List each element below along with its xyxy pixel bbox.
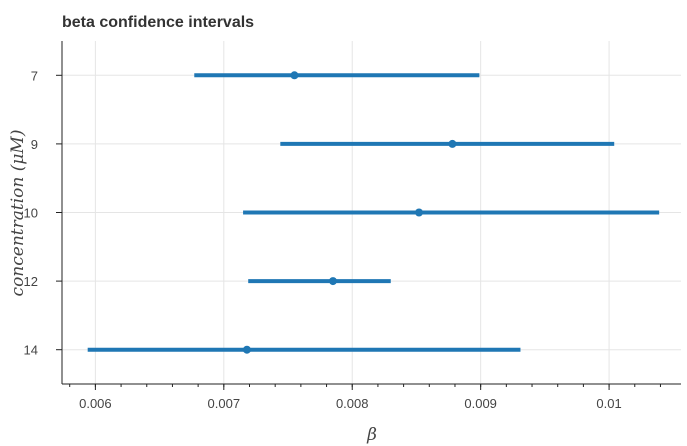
point-estimate [242,345,251,354]
x-tick-label: 0.007 [208,396,241,411]
y-tick-label: 10 [24,206,38,221]
axes: 0.006 0.007 0.008 0.009 0.01 7 9 10 12 14 [24,41,681,411]
y-tick-label: 12 [24,274,38,289]
x-tick-label: 0.01 [596,396,621,411]
x-tick-label: 0.006 [79,396,112,411]
y-tick-label: 14 [24,343,38,358]
interval-series [87,71,660,354]
y-tick-label: 9 [31,137,38,152]
point-estimate [328,277,337,286]
y-axis-label: concentration (μM) [8,130,28,297]
point-estimate [448,139,457,148]
x-tick-label: 0.008 [336,396,369,411]
chart-title: beta confidence intervals [62,14,254,31]
x-axis-label: β [366,425,377,445]
point-estimate [415,208,424,217]
x-tick-label: 0.009 [464,396,497,411]
point-estimate [290,71,299,80]
y-tick-label: 7 [31,68,38,83]
